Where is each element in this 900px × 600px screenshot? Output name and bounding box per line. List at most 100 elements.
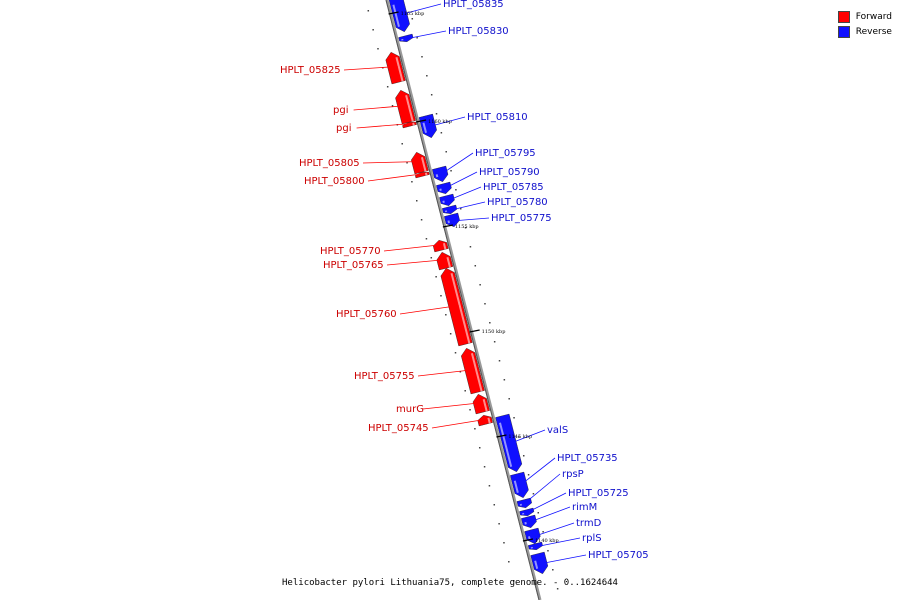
minor-tick [508, 398, 510, 400]
minor-tick [484, 303, 486, 305]
gene-label: HPLT_05770 [320, 246, 381, 257]
minor-tick [556, 588, 559, 590]
minor-tick [542, 531, 544, 533]
reverse-swatch [837, 25, 850, 38]
minor-tick [460, 208, 462, 210]
minor-tick [416, 200, 418, 202]
gene-highlight [524, 521, 527, 525]
forward-swatch [837, 10, 850, 23]
gene-label: HPLT_05780 [487, 197, 548, 208]
gene-highlight [470, 352, 483, 392]
gene-highlight [487, 417, 491, 424]
gene-label: rimM [572, 502, 597, 513]
gene-highlight [442, 242, 447, 250]
scale-tick-label: 1165 kbp [401, 11, 425, 17]
minor-tick [459, 371, 462, 373]
gene-arrow-HPLT_05785 [439, 193, 455, 207]
gene-highlight [446, 256, 451, 268]
minor-tick [426, 75, 428, 77]
leader-line [508, 429, 546, 445]
minor-tick [411, 18, 414, 20]
gene-highlight [498, 422, 513, 468]
scale-tick [522, 538, 534, 542]
minor-tick [454, 352, 457, 354]
minor-tick [421, 56, 423, 58]
minor-tick [488, 485, 491, 487]
gene-highlight [435, 174, 439, 178]
minor-tick [547, 550, 549, 552]
scale-tick-label: 1145 kbp [508, 434, 532, 440]
gene-highlight [527, 536, 531, 540]
scale-tick-label: 1140 kbp [535, 538, 559, 544]
leader-line [386, 259, 448, 266]
minor-tick [474, 428, 476, 430]
gene-arrow-HPLT_05795 [432, 165, 449, 183]
leader-line [528, 506, 571, 523]
scale-tick-label: 1150 kbp [482, 329, 506, 335]
minor-tick [435, 113, 438, 115]
gene-highlight [482, 398, 488, 412]
gene-arrow-HPLT_05790 [436, 181, 452, 195]
minor-tick [493, 504, 496, 506]
gene-label: valS [547, 425, 568, 436]
leader-line [443, 171, 478, 190]
gene-label: rpsP [562, 469, 584, 480]
scale-tick [496, 434, 507, 438]
legend-forward-label: Forward [855, 11, 892, 22]
gene-highlight [392, 4, 400, 28]
gene-highlight [420, 156, 427, 172]
gene-label: HPLT_05735 [557, 453, 618, 464]
leader-line [532, 522, 575, 538]
gene-label: HPLT_05810 [467, 112, 528, 123]
minor-tick [430, 94, 433, 96]
leader-line [399, 305, 459, 315]
gene-label: HPLT_05825 [280, 65, 341, 76]
gene-highlight [450, 272, 471, 344]
leader-line [518, 457, 556, 487]
minor-tick [464, 390, 466, 392]
minor-tick [450, 170, 452, 172]
minor-tick [498, 360, 501, 362]
gene-highlight [439, 188, 442, 192]
gene-highlight [395, 56, 404, 82]
gene-label: HPLT_05705 [588, 550, 649, 561]
minor-tick [513, 417, 515, 419]
gene-arrow-HPLT_05770 [432, 239, 449, 253]
minor-tick [518, 436, 520, 438]
minor-tick [386, 86, 389, 88]
minor-tick [503, 542, 505, 544]
minor-tick [469, 246, 472, 248]
gene-arrow-HPLT_05775 [444, 212, 460, 228]
gene-highlight [424, 172, 428, 176]
genome-caption: Helicobacter pylori Lithuania75, complet… [282, 578, 618, 588]
gene-label: HPLT_05835 [443, 0, 504, 10]
minor-tick [445, 314, 447, 316]
leader-line [383, 244, 444, 252]
minor-tick [527, 474, 530, 476]
leader-line [353, 105, 408, 111]
gene-label: HPLT_05805 [299, 158, 360, 169]
minor-tick [455, 189, 457, 191]
gene-arrow-HPLT_05705 [530, 551, 549, 575]
scale-tick-label: 1155 kbp [455, 224, 479, 230]
minor-tick [537, 512, 540, 514]
minor-tick [430, 257, 433, 259]
gene-highlight [422, 122, 427, 134]
gene-label: HPLT_05745 [368, 423, 429, 434]
leader-line [356, 123, 413, 129]
minor-tick [372, 29, 374, 31]
gene-arrow-rimM [521, 514, 537, 529]
gene-label: HPLT_05795 [475, 148, 536, 159]
scale-tick [388, 11, 399, 15]
legend-reverse-label: Reverse [855, 26, 892, 37]
leader-line [405, 30, 447, 40]
leader-line [534, 537, 581, 548]
minor-tick [425, 238, 428, 240]
leader-line [451, 217, 490, 222]
minor-tick [493, 341, 496, 343]
gene-highlight [513, 480, 519, 494]
scale-tick [469, 329, 480, 333]
gene-label: HPLT_05765 [323, 260, 384, 271]
gene-arrow-HPLT_05725 [519, 507, 535, 516]
